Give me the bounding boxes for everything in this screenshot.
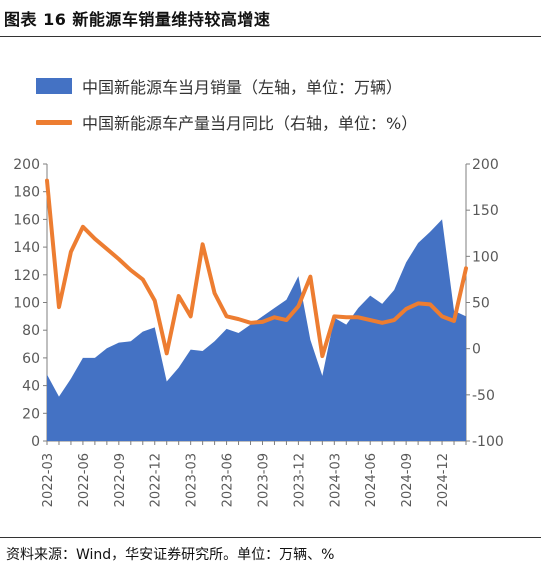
x-tick-label: 2022-12 bbox=[149, 453, 164, 507]
chart-marks bbox=[45, 178, 468, 441]
legend: 中国新能源车当月销量（左轴，单位：万辆） 中国新能源车产量当月同比（右轴，单位：… bbox=[36, 68, 417, 140]
x-tick-label: 2024-06 bbox=[364, 453, 379, 507]
left-tick-label: 60 bbox=[22, 351, 40, 367]
left-tick-label: 80 bbox=[22, 323, 40, 339]
right-tick-label: 150 bbox=[472, 203, 499, 219]
right-tick-label: -50 bbox=[472, 388, 495, 404]
legend-item-sales: 中国新能源车当月销量（左轴，单位：万辆） bbox=[36, 68, 417, 104]
x-tick-label: 2024-12 bbox=[436, 453, 451, 507]
x-tick-label: 2023-12 bbox=[292, 453, 307, 507]
left-tick-label: 100 bbox=[13, 296, 40, 312]
x-tick-label: 2023-06 bbox=[221, 453, 236, 507]
x-tick-label: 2024-09 bbox=[400, 453, 415, 507]
left-tick-label: 200 bbox=[13, 157, 40, 173]
right-tick-label: 100 bbox=[472, 249, 499, 265]
x-tick-label: 2023-09 bbox=[256, 453, 271, 507]
sales-area bbox=[47, 219, 466, 441]
right-tick-label: 0 bbox=[472, 342, 481, 358]
right-tick-label: -100 bbox=[472, 434, 504, 450]
x-tick-label: 2023-03 bbox=[185, 453, 200, 507]
left-tick-label: 0 bbox=[31, 434, 40, 450]
left-tick-label: 20 bbox=[22, 406, 40, 422]
left-tick-label: 180 bbox=[13, 185, 40, 201]
right-tick-label: 200 bbox=[472, 157, 499, 173]
x-tick-label: 2024-03 bbox=[328, 453, 343, 507]
source-note: 资料来源：Wind，华安证券研究所。单位：万辆、% bbox=[6, 547, 335, 563]
chart-title: 图表 16 新能源车销量维持较高增速 bbox=[4, 10, 271, 29]
legend-label-sales: 中国新能源车当月销量（左轴，单位：万辆） bbox=[82, 78, 403, 97]
left-tick-label: 140 bbox=[13, 240, 40, 256]
right-tick-label: 50 bbox=[472, 296, 490, 312]
left-tick-label: 160 bbox=[13, 212, 40, 228]
bottom-divider bbox=[0, 537, 541, 538]
x-tick-label: 2022-06 bbox=[77, 453, 92, 507]
legend-swatch-area bbox=[36, 78, 72, 94]
top-divider bbox=[0, 36, 541, 37]
x-tick-label: 2022-03 bbox=[41, 453, 56, 507]
yoy-line bbox=[45, 178, 468, 359]
chart-plot: 0 20 40 60 80 100 120 140 160 180 200 -100 -50 0 50 100… bbox=[13, 157, 504, 507]
legend-item-yoy: 中国新能源车产量当月同比（右轴，单位：%） bbox=[36, 104, 417, 140]
legend-swatch-line bbox=[36, 119, 72, 125]
tick-labels: 0 20 40 60 80 100 120 140 160 180 200 -100 -50 0 50 100… bbox=[13, 157, 504, 507]
left-tick-label: 120 bbox=[13, 268, 40, 284]
x-tick-label: 2022-09 bbox=[113, 453, 128, 507]
left-tick-label: 40 bbox=[22, 379, 40, 395]
legend-label-yoy: 中国新能源车产量当月同比（右轴，单位：%） bbox=[82, 114, 418, 133]
